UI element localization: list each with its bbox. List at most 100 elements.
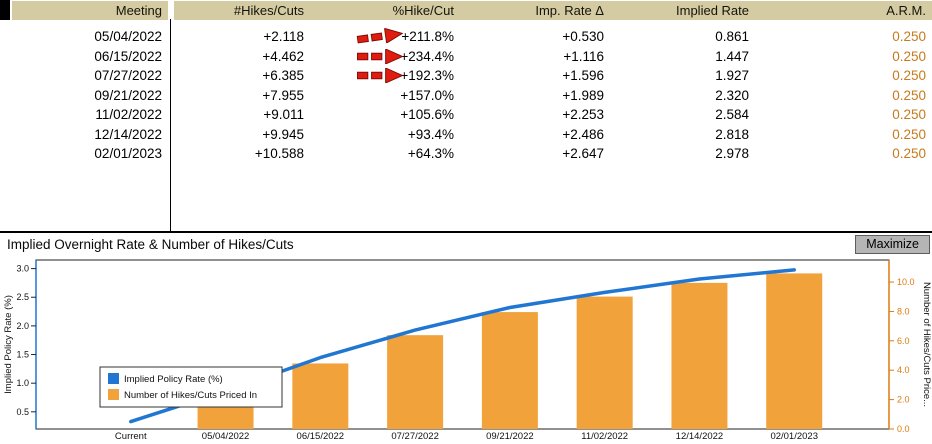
pct-hike-cut-value: +192.3% [400,68,454,83]
right-tick-label: 2.0 [897,395,910,405]
column-header-hikes-cuts: #Hikes/Cuts [174,1,310,20]
column-divider [170,19,171,231]
x-axis-label: 12/14/2022 [676,431,724,442]
left-axis-title: Implied Policy Rate (%) [3,295,14,394]
arm-value: 0.250 [892,107,926,122]
implied-rate-value: 0.861 [715,29,749,44]
imp-rate-delta-value: +1.116 [563,48,604,64]
arm-value: 0.250 [892,29,926,44]
pct-hike-cut-value: +157.0% [400,87,454,103]
pct-hike-cut-value: +64.3% [407,146,454,161]
left-tick-label: 1.0 [16,378,29,388]
hikes-bar [576,296,633,429]
arm-value: 0.250 [892,68,926,83]
column-header-implied-rate: Implied Rate [610,1,755,20]
chart-titlebar: Implied Overnight Rate & Number of Hikes… [0,233,932,255]
left-tick-label: 2.0 [16,321,29,331]
right-tick-label: 6.0 [897,336,910,346]
imp-rate-delta-value: +1.989 [562,87,604,103]
table-row: 12/14/2022 +9.945 +93.4% +2.486 2.818 0.… [0,125,932,145]
pct-hike-cut-value: +234.4% [400,48,454,64]
maximize-button[interactable]: Maximize [855,234,930,254]
table-row: 05/04/2022 +2.118 +211.8% +0.530 0.861 0… [0,27,932,47]
table-row: 09/21/2022 +7.955 +157.0% +1.989 2.320 0… [0,86,932,106]
imp-rate-delta-value: +2.486 [562,126,604,142]
imp-rate-delta-value: +2.647 [562,146,604,161]
implied-rate-value: 2.978 [715,146,749,161]
table-header-row: Meeting #Hikes/Cuts %Hike/Cut Imp. Rate … [12,1,932,20]
x-axis-label: 11/02/2022 [581,431,628,442]
meeting-date: 11/02/2022 [95,107,162,122]
corner-block [0,0,10,20]
legend-label-bar: Number of Hikes/Cuts Priced In [124,390,257,401]
meeting-date: 09/21/2022 [94,87,162,103]
column-header-arm: A.R.M. [755,1,932,20]
chart-title: Implied Overnight Rate & Number of Hikes… [7,236,294,252]
x-axis-label: 05/04/2022 [202,431,250,442]
x-axis-label: 02/01/2023 [770,431,818,442]
table-rows: 05/04/2022 +2.118 +211.8% +0.530 0.861 0… [0,27,932,164]
right-axis-title: Number of Hikes/Cuts Price... [921,282,932,407]
hikes-bar [292,363,349,429]
meeting-date: 06/15/2022 [94,48,162,64]
legend-box [99,366,283,408]
pct-hike-cut-value: +93.4% [407,126,454,142]
left-tick-label: 3.0 [16,264,29,274]
red-arrow-icon [357,68,404,83]
hikes-cuts-value: +6.385 [262,68,304,83]
hikes-bar [766,273,823,429]
arm-value: 0.250 [892,87,926,103]
x-axis-label: 09/21/2022 [486,431,534,442]
pct-hike-cut-value: +211.8% [401,29,454,44]
chart-panel: Implied Overnight Rate & Number of Hikes… [0,231,932,442]
column-header-imp-rate-delta: Imp. Rate Δ [460,1,610,20]
arm-value: 0.250 [892,146,926,161]
implied-rate-value: 2.818 [715,126,749,142]
implied-rate-value: 1.447 [715,48,749,64]
meeting-date: 12/14/2022 [94,126,162,142]
left-tick-label: 0.5 [16,407,29,417]
hikes-cuts-value: +9.011 [263,107,304,122]
arm-value: 0.250 [892,48,926,64]
x-axis-label: 07/27/2022 [391,431,439,442]
left-tick-label: 2.5 [16,292,29,302]
right-tick-label: 8.0 [897,306,910,316]
right-tick-label: 4.0 [897,365,910,375]
column-header-pct-hike-cut: %Hike/Cut [310,1,460,20]
imp-rate-delta-value: +1.596 [562,68,604,83]
red-arrow-icon [356,27,404,44]
meeting-date: 05/04/2022 [94,29,162,44]
legend-swatch-line [108,373,119,384]
rates-table-section: Meeting #Hikes/Cuts %Hike/Cut Imp. Rate … [0,0,932,231]
right-tick-label: 10.0 [897,277,915,287]
hikes-bar [671,282,728,429]
implied-rate-value: 2.320 [715,87,749,103]
table-row: 07/27/2022 +6.385 +192.3% +1.596 1.927 0… [0,66,932,86]
hikes-cuts-value: +7.955 [262,87,304,103]
red-arrow-icon [357,48,404,64]
implied-rate-value: 2.584 [715,107,749,122]
legend-label-line: Implied Policy Rate (%) [124,374,223,385]
table-row: 11/02/2022 +9.011 +105.6% +2.253 2.584 0… [0,105,932,125]
meeting-date: 02/01/2023 [94,146,162,161]
column-header-meeting: Meeting [12,1,168,20]
hikes-cuts-value: +4.462 [262,48,304,64]
meeting-date: 07/27/2022 [94,68,162,83]
hikes-bar [387,335,444,429]
hikes-cuts-value: +10.588 [254,146,304,161]
table-row: 06/15/2022 +4.462 +234.4% +1.116 1.447 0… [0,47,932,67]
x-axis-label: 06/15/2022 [297,431,345,442]
arm-value: 0.250 [892,126,926,142]
legend-swatch-bar [108,389,119,400]
table-row: 02/01/2023 +10.588 +64.3% +2.647 2.978 0… [0,144,932,164]
right-tick-label: 0.0 [897,424,910,434]
header-gap [168,1,174,20]
imp-rate-delta-value: +0.530 [562,29,604,44]
x-axis-label: Current [115,431,147,442]
hikes-bar [481,312,538,429]
implied-rate-value: 1.927 [715,68,749,83]
pct-hike-cut-value: +105.6% [400,107,454,122]
imp-rate-delta-value: +2.253 [562,107,604,122]
hikes-cuts-value: +2.118 [263,29,304,44]
left-tick-label: 1.5 [16,350,29,360]
